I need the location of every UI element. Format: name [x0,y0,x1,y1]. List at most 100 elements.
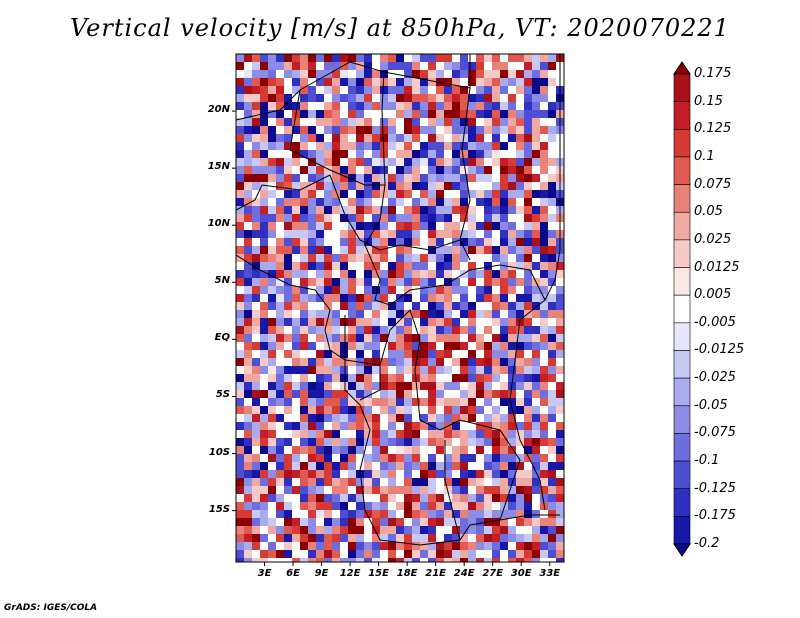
field-cell [340,438,348,446]
field-cell [436,214,444,222]
field-cell [540,246,548,254]
field-cell [428,78,436,86]
field-cell [396,166,404,174]
field-cell [332,118,340,126]
field-cell [540,238,548,246]
field-cell [396,118,404,126]
field-cell [468,278,476,286]
field-cell [484,326,492,334]
field-cell [316,286,324,294]
colorbar [673,61,691,557]
field-cell [476,310,484,318]
field-cell [540,422,548,430]
field-cell [244,126,252,134]
field-cell [284,510,292,518]
field-cell [372,62,380,70]
field-cell [332,526,340,534]
field-cell [420,294,428,302]
field-cell [508,142,516,150]
field-cell [388,542,396,550]
field-cell [396,542,404,550]
field-cell [252,222,260,230]
field-cell [292,230,300,238]
field-cell [380,182,388,190]
field-cell [316,406,324,414]
field-cell [348,334,356,342]
field-cell [516,118,524,126]
field-cell [540,486,548,494]
field-cell [516,542,524,550]
border-line [236,174,331,211]
field-cell [244,542,252,550]
field-cell [412,198,420,206]
border-line [544,54,561,301]
field-cell [428,238,436,246]
field-cell [460,54,468,62]
field-cell [476,62,484,70]
field-cell [396,518,404,526]
field-cell [284,414,292,422]
field-cell [236,334,244,342]
field-cell [252,310,260,318]
field-cell [308,278,316,286]
field-cell [444,254,452,262]
field-cell [340,142,348,150]
field-cell [540,334,548,342]
field-cell [276,214,284,222]
field-cell [324,390,332,398]
field-cell [444,78,452,86]
field-cell [484,270,492,278]
field-cell [524,502,532,510]
field-cell [420,318,428,326]
field-cell [356,254,364,262]
field-cell [236,318,244,326]
field-cell [444,310,452,318]
field-cell [540,150,548,158]
field-cell [348,262,356,270]
field-cell [532,414,540,422]
field-cell [444,318,452,326]
field-cell [548,70,556,78]
field-cell [388,366,396,374]
field-cell [444,246,452,254]
field-cell [436,406,444,414]
field-cell [292,62,300,70]
field-cell [428,222,436,230]
field-cell [284,334,292,342]
field-cell [308,54,316,62]
field-cell [412,438,420,446]
field-cell [348,358,356,366]
field-cell [460,550,468,558]
field-cell [428,478,436,486]
field-cell [316,430,324,438]
field-cell [364,190,372,198]
field-cell [540,518,548,526]
field-cell [556,310,564,318]
field-cell [444,278,452,286]
field-cell [508,422,516,430]
field-cell [460,86,468,94]
field-cell [388,390,396,398]
field-cell [548,510,556,518]
field-cell [532,294,540,302]
field-cell [284,182,292,190]
field-cell [556,518,564,526]
field-cell [492,550,500,558]
field-cell [364,54,372,62]
field-cell [268,350,276,358]
field-cell [476,158,484,166]
field-cell [444,102,452,110]
colorbar-label: 0.15 [694,93,723,109]
field-cell [388,166,396,174]
field-cell [380,206,388,214]
field-cell [292,94,300,102]
field-cell [468,86,476,94]
field-cell [316,334,324,342]
field-cell [452,422,460,430]
field-cell [396,302,404,310]
lat-label: 5N [214,275,230,287]
field-cell [372,390,380,398]
field-cell [252,518,260,526]
field-cell [268,110,276,118]
field-cell [476,510,484,518]
